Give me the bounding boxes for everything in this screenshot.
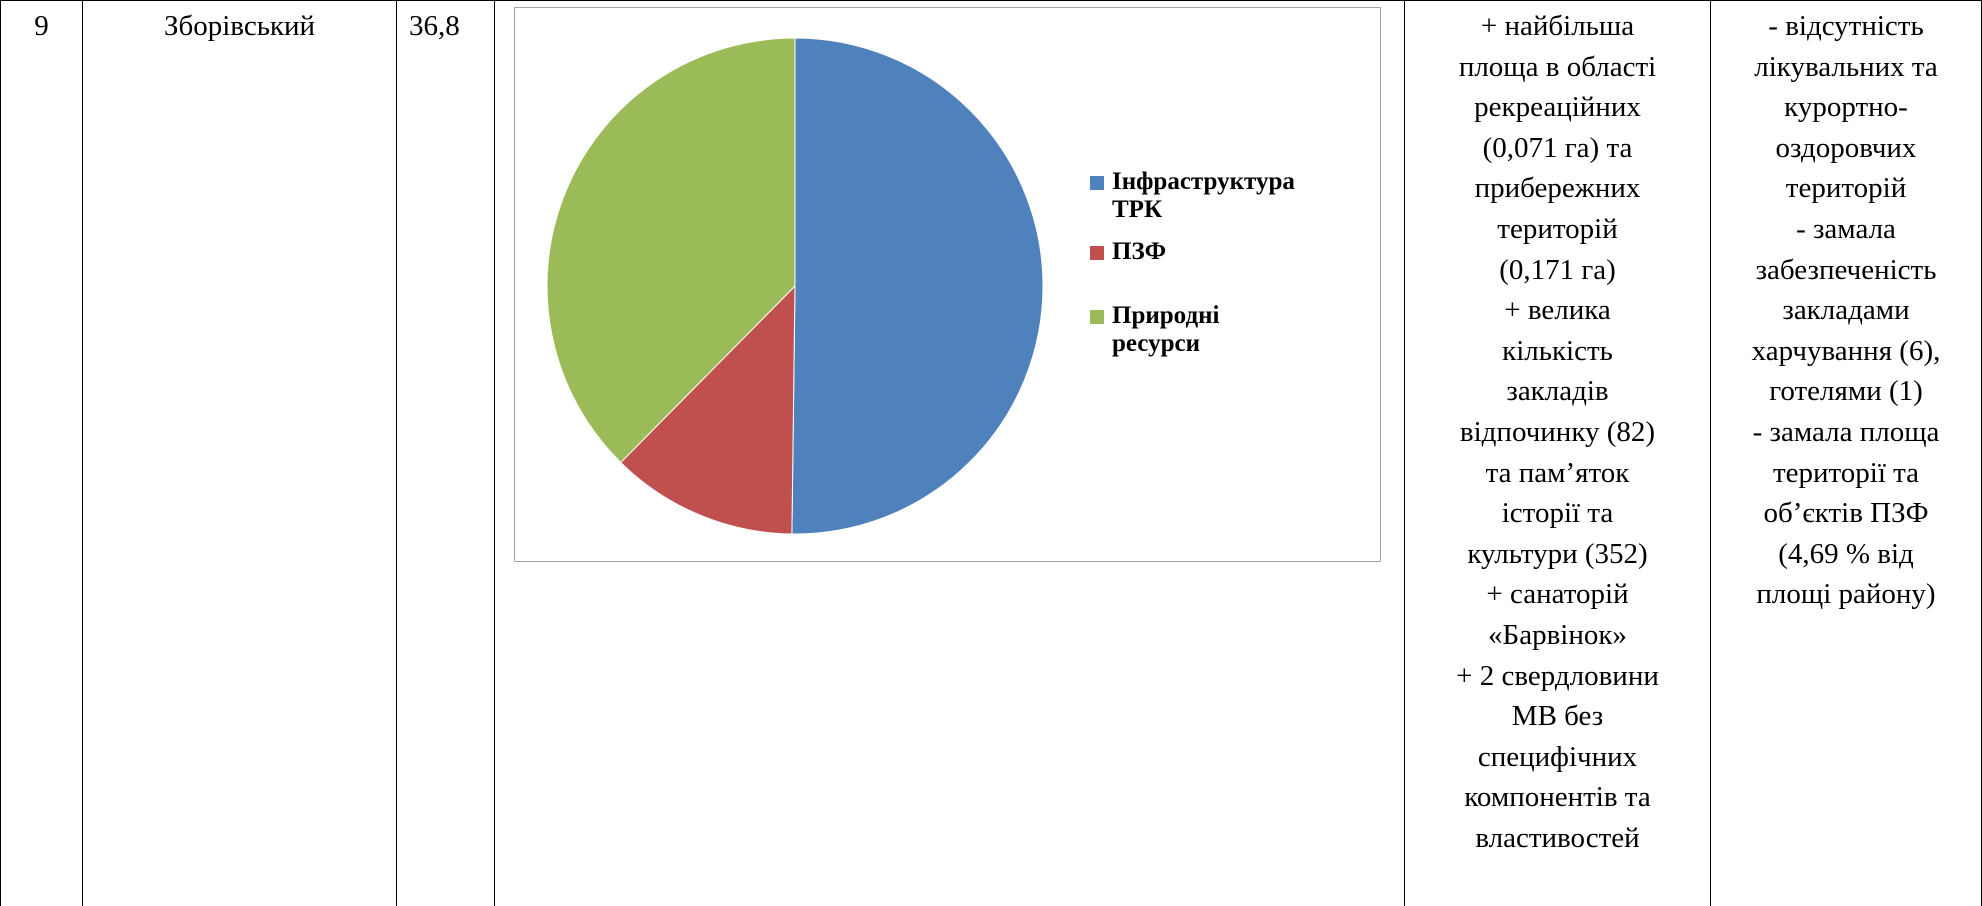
legend-label-line: Природні: [1112, 302, 1220, 329]
text-line: оздоровчих: [1775, 131, 1917, 164]
legend-label: ПЗФ: [1112, 238, 1380, 266]
text-line: готелями (1): [1769, 375, 1923, 408]
row-number: 9: [34, 10, 49, 42]
text-line: культури (352): [1467, 537, 1648, 570]
legend-label-line: ПЗФ: [1112, 238, 1167, 265]
pie-slice: [791, 37, 1044, 535]
text-line: територій: [1497, 212, 1618, 245]
legend-label: Інфраструктура ТРК: [1112, 168, 1380, 224]
legend-swatch: [1090, 246, 1104, 260]
text-line: та пам’яток: [1485, 456, 1630, 489]
text-line: території та: [1772, 456, 1920, 489]
text-line: рекреаційних: [1474, 91, 1641, 124]
text-line: «Барвінок»: [1488, 618, 1627, 651]
text-line: - замала: [1796, 212, 1896, 245]
row-number-cell: 9: [0, 0, 82, 906]
legend-swatch: [1090, 310, 1104, 324]
text-line: МВ без: [1511, 700, 1604, 733]
text-line: об’єктів ПЗФ: [1763, 497, 1929, 530]
legend-item: Природні ресурси: [1090, 302, 1380, 358]
text-line: закладами: [1782, 294, 1910, 327]
advantages-cell: + найбільша площа в області рекреаційних (0…: [1404, 0, 1710, 906]
text-line: компонентів та: [1464, 781, 1651, 814]
text-line: + санаторій: [1486, 578, 1629, 611]
chart-cell: Інфраструктура ТРК ПЗФ Природні ресурси: [494, 0, 1404, 906]
district-name: Зборівський: [163, 10, 316, 42]
chart-legend: Інфраструктура ТРК ПЗФ Природні ресурси: [1090, 168, 1380, 358]
legend-item: Інфраструктура ТРК: [1090, 168, 1380, 224]
text-line: прибережних: [1474, 172, 1641, 205]
text-line: (0,071 га) та: [1482, 131, 1633, 164]
pie-chart: Інфраструктура ТРК ПЗФ Природні ресурси: [514, 7, 1381, 562]
advantages-text: + найбільша площа в області рекреаційних (0…: [1405, 1, 1710, 858]
text-line: властивостей: [1475, 821, 1640, 854]
text-line: (0,171 га): [1499, 253, 1616, 286]
text-line: відпочинку (82): [1459, 415, 1656, 448]
legend-label: Природні ресурси: [1112, 302, 1380, 358]
text-line: територій: [1785, 172, 1907, 205]
text-line: закладів: [1506, 375, 1609, 408]
pie-chart-svg: [546, 37, 1044, 535]
text-line: площі району): [1756, 578, 1936, 611]
text-line: + велика: [1504, 294, 1611, 327]
text-line: кількість: [1502, 334, 1613, 367]
district-value: 36,8: [409, 10, 460, 42]
text-line: лікувальних та: [1754, 50, 1938, 83]
text-line: (4,69 % від: [1778, 537, 1914, 570]
legend-item: ПЗФ: [1090, 238, 1380, 266]
text-line: курортно-: [1784, 91, 1908, 124]
text-line: - замала площа: [1752, 415, 1940, 448]
pie-slice: [620, 284, 796, 535]
text-line: + найбільша: [1480, 10, 1635, 42]
text-line: історії та: [1501, 497, 1614, 530]
text-line: специфічних: [1477, 740, 1638, 773]
legend-label-line: Інфраструктура: [1112, 168, 1295, 195]
legend-label-line: ресурси: [1112, 330, 1200, 357]
text-line: забезпеченість: [1755, 253, 1937, 286]
legend-swatch: [1090, 176, 1104, 190]
pie-slice: [546, 37, 796, 464]
text-line: площа в області: [1458, 50, 1657, 83]
disadvantages-text: - відсутність лікувальних та курортно-оздо…: [1711, 1, 1981, 615]
text-line: + 2 свердловини: [1456, 659, 1659, 692]
disadvantages-cell: - відсутність лікувальних та курортно-оздо…: [1710, 0, 1982, 906]
value-cell: 36,8: [396, 0, 494, 906]
district-cell: Зборівський: [82, 0, 396, 906]
text-line: харчування (6),: [1751, 334, 1941, 367]
legend-label-line: ТРК: [1112, 196, 1163, 223]
text-line: - відсутність: [1768, 10, 1924, 42]
